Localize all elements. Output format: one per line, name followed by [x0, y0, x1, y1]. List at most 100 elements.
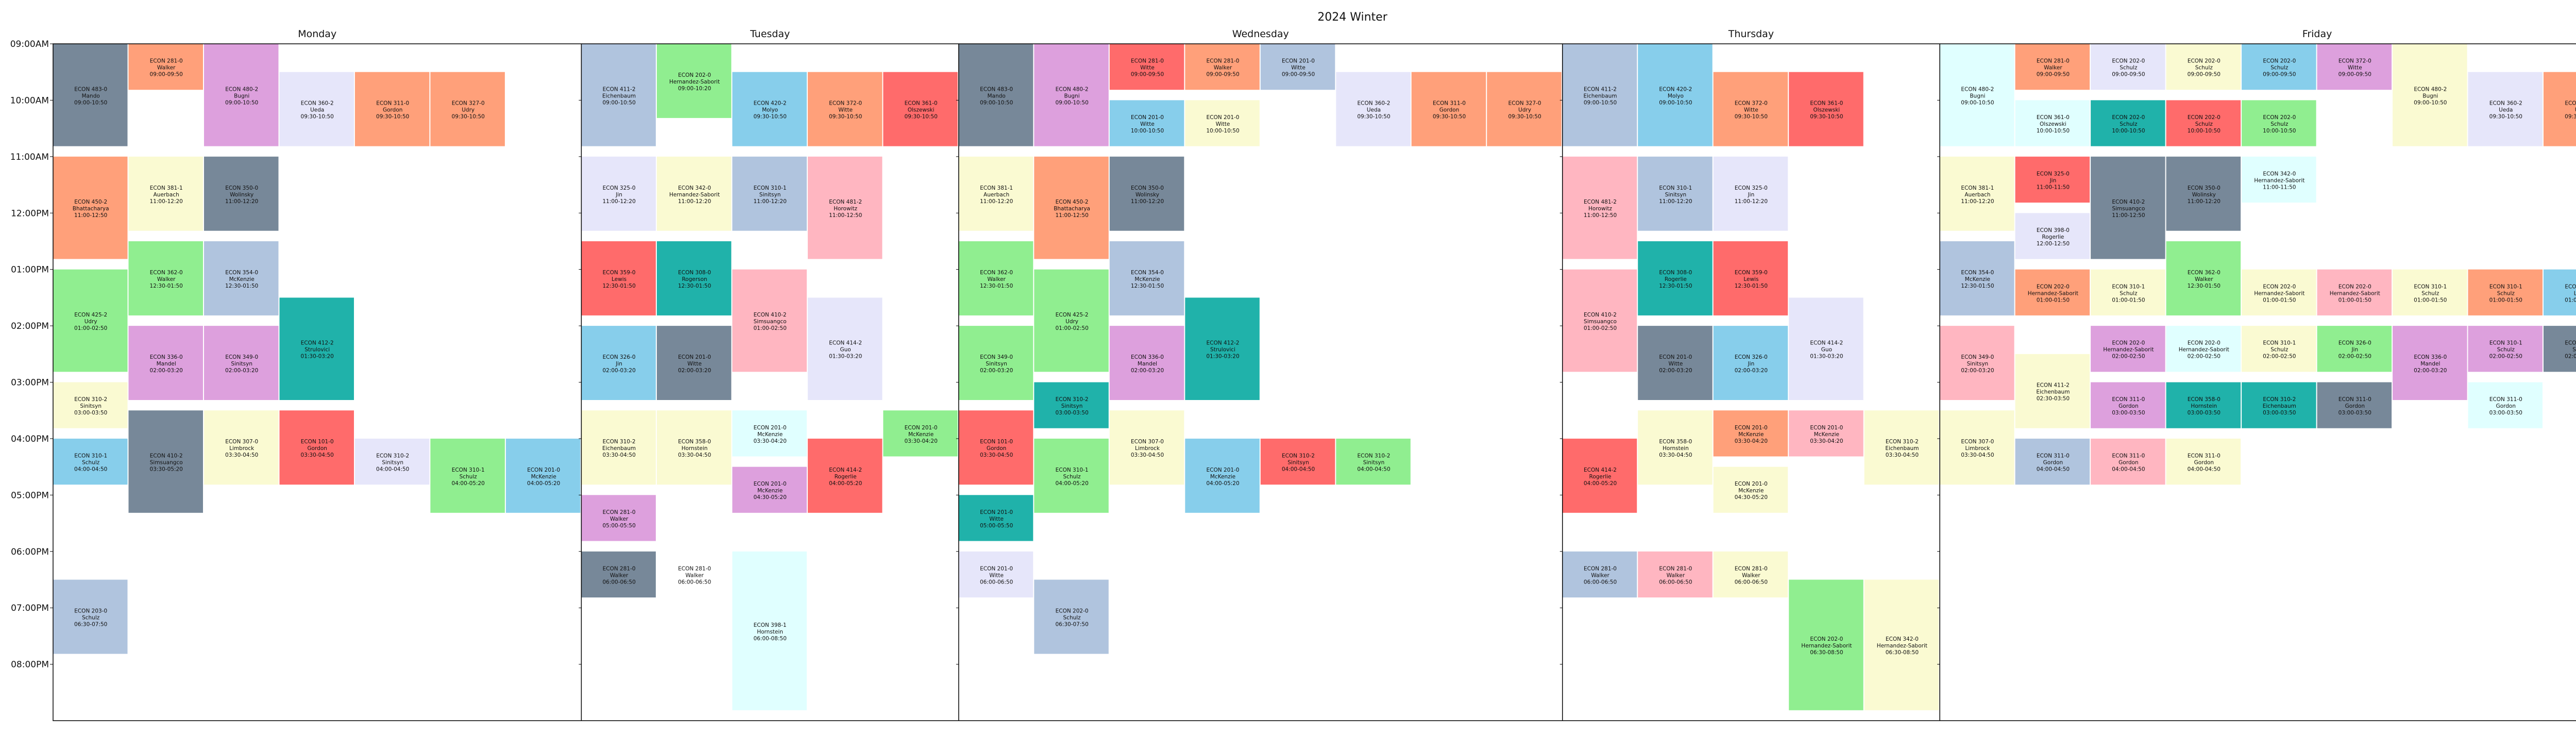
event-label: McKenzie: [1965, 276, 1990, 282]
event-label: 11:00-12:20: [753, 198, 786, 205]
event-label: Gordon: [2194, 460, 2214, 466]
event-rect: [732, 410, 807, 457]
event-label: ECON 307-0: [1131, 439, 1164, 445]
event-label: 12:30-01:50: [678, 283, 711, 289]
event-rect: [2091, 438, 2165, 485]
event-label: ECON 201-0: [905, 425, 938, 431]
event-label: ECON 202-0: [2263, 58, 2296, 64]
event-label: 04:00-05:20: [1206, 480, 1239, 487]
event-label: Schulz: [82, 614, 100, 621]
event-label: ECON 311-0: [2037, 453, 2070, 459]
event-label: Jin: [615, 192, 622, 198]
event-label: ECON 281-0: [603, 509, 636, 515]
event-label: Hornstein: [2191, 403, 2217, 409]
event-rect: [2166, 44, 2241, 90]
event-label: 11:00-12:20: [1735, 198, 1768, 205]
event-rect: [1109, 156, 1184, 231]
event-rect: [1034, 44, 1109, 146]
event-rect: [279, 410, 354, 485]
event-label: ECON 398-1: [754, 622, 787, 628]
event-label: 01:00-01:50: [2037, 297, 2070, 303]
event-label: 06:00-06:50: [980, 579, 1013, 585]
event-label: Molyo: [762, 107, 778, 113]
event-label: ECON 202-0: [2188, 58, 2221, 64]
event-label: 06:30-08:50: [1810, 650, 1843, 656]
event-label: 11:00-12:50: [74, 212, 107, 219]
event-rect: [581, 44, 656, 146]
event-label: 02:00-02:50: [2489, 354, 2522, 360]
event-label: ECON 202-0: [678, 72, 711, 78]
event-label: Witte: [989, 572, 1004, 578]
event-label: 04:30-05:20: [753, 494, 786, 501]
event-rect: [53, 579, 128, 654]
event-label: ECON 201-0: [527, 467, 560, 473]
event-label: ECON 311-0: [2112, 453, 2145, 459]
event-label: ECON 336-0: [150, 354, 183, 360]
event-label: Sinitsyn: [759, 192, 781, 198]
event-label: 12:30-01:50: [1659, 283, 1692, 289]
event-label: 12:00-12:50: [2037, 241, 2070, 247]
event-label: Strulovici: [1210, 347, 1235, 353]
event-label: 03:30-04:50: [1886, 452, 1919, 458]
event-label: 09:30-10:50: [376, 114, 409, 120]
event-label: ECON 381-1: [150, 185, 183, 191]
event-label: ECON 201-0: [1659, 354, 1692, 360]
event-label: 02:00-03:20: [1961, 368, 1994, 374]
event-rect: [1109, 326, 1184, 400]
event-label: 09:00-10:50: [2414, 99, 2447, 106]
event-rect: [581, 241, 656, 315]
event-label: 06:00-06:50: [1659, 579, 1692, 585]
event-label: ECON 350-0: [225, 185, 258, 191]
event-label: ECON 483-0: [980, 86, 1013, 92]
event-rect: [2317, 44, 2392, 90]
event-label: Olszewski: [908, 107, 935, 113]
event-label: 04:30-05:20: [1735, 494, 1768, 501]
event-rect: [1336, 72, 1411, 146]
event-label: Lewis: [1743, 276, 1758, 282]
event-rect: [2091, 44, 2165, 90]
event-label: ECON 310-1: [2263, 340, 2296, 346]
event-label: 03:30-04:50: [602, 452, 635, 458]
event-label: Simsuangco: [150, 460, 183, 466]
event-label: Gordon: [2345, 403, 2365, 409]
event-rect: [1940, 410, 2014, 485]
event-label: McKenzie: [229, 276, 255, 282]
event-rect: [2317, 382, 2392, 428]
event-rect: [2166, 100, 2241, 146]
event-label: 09:30-10:50: [753, 114, 786, 120]
event-label: Udry: [462, 107, 474, 113]
event-label: ECON 349-0: [980, 354, 1013, 360]
event-label: ECON 310-1: [2489, 340, 2522, 346]
event-rect: [807, 297, 883, 400]
event-label: Schulz: [1063, 614, 1081, 621]
event-label: 04:00-04:50: [2188, 467, 2221, 473]
event-label: 09:30-10:50: [2489, 114, 2522, 120]
event-label: Walker: [610, 516, 629, 522]
event-rect: [958, 326, 1033, 400]
event-label: Sinitsyn: [1061, 403, 1083, 409]
event-rect: [1562, 438, 1637, 513]
event-label: Schulz: [2195, 121, 2213, 127]
event-rect: [656, 326, 732, 400]
